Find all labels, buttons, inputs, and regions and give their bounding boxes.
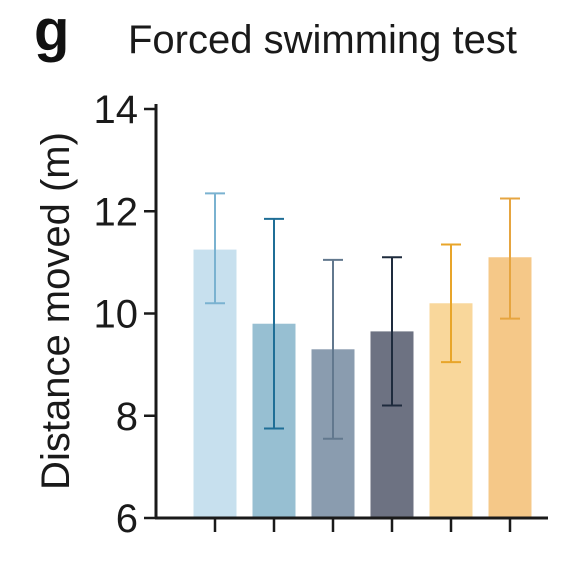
error-bar-4 xyxy=(382,256,402,407)
chart-title: Forced swimming test xyxy=(128,18,517,62)
x-ticks-layer xyxy=(213,518,512,532)
error-bar-6 xyxy=(500,197,520,320)
bars-layer xyxy=(193,249,532,518)
y-tick-label-12: 12 xyxy=(94,190,139,234)
y-tick-label-14: 14 xyxy=(94,88,139,132)
error-bars-layer xyxy=(205,192,520,440)
y-tick-label-6: 6 xyxy=(116,497,138,541)
error-bar-2 xyxy=(264,217,284,430)
error-bar-3 xyxy=(323,258,343,440)
y-tick-label-10: 10 xyxy=(94,293,139,337)
y-tick-label-8: 8 xyxy=(116,395,138,439)
error-bar-1 xyxy=(205,192,225,305)
panel-letter: g xyxy=(34,0,70,63)
y-axis-label: Distance moved (m) xyxy=(34,132,78,490)
y-ticks-layer: 6 8 10 12 14 xyxy=(94,88,156,541)
error-bar-5 xyxy=(441,243,461,364)
